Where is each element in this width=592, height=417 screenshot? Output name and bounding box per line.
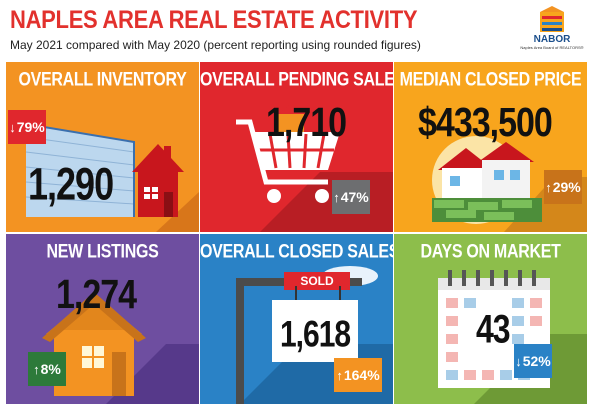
tile-overall-inventory: OVERALL INVENTORY ↓ 79% 1,290 <box>6 62 199 232</box>
change-value: 8% <box>40 361 61 377</box>
tile-title: DAYS ON MARKET <box>420 242 561 263</box>
tile-median-closed-price: MEDIAN CLOSED PRICE $433,500 ↑ 29% <box>394 62 587 232</box>
change-badge: ↑ 47% <box>332 180 370 214</box>
change-value: 79% <box>16 119 45 135</box>
sold-label: SOLD <box>300 274 334 288</box>
house-money-icon <box>432 136 587 232</box>
inventory-house-icon <box>25 123 199 232</box>
stat-value: 1,274 <box>56 272 137 318</box>
tile-new-listings: NEW LISTINGS 1,274 ↑ 8% <box>6 234 199 404</box>
tile-overall-closed-sales: SOLD OVERALL CLOSED SALES 1,618 ↑ 164% <box>200 234 393 404</box>
new-house-icon <box>42 292 199 404</box>
change-badge: ↑ 8% <box>28 352 66 386</box>
stat-value: 1,710 <box>266 100 347 146</box>
tile-title: NEW LISTINGS <box>46 242 159 263</box>
change-value: 52% <box>522 353 551 369</box>
change-value: 164% <box>343 367 380 383</box>
change-value: 47% <box>340 189 369 205</box>
logo-subtext: Naples Area Board of REALTORS® <box>520 45 584 50</box>
change-value: 29% <box>552 179 581 195</box>
tile-title: OVERALL CLOSED SALES <box>200 242 393 263</box>
logo-text: NABOR <box>533 34 571 45</box>
page-subtitle: May 2021 compared with May 2020 (percent… <box>10 38 421 52</box>
change-badge: ↑ 29% <box>544 170 582 204</box>
page-title: NAPLES AREA REAL ESTATE ACTIVITY <box>10 5 418 34</box>
tile-days-on-market: DAYS ON MARKET 43 ↓ 52% <box>394 234 587 404</box>
arrow-up-icon: ↑ <box>33 361 40 377</box>
change-badge: ↓ 79% <box>8 110 46 144</box>
nabor-logo: NABOR Naples Area Board of REALTORS® <box>520 6 584 54</box>
change-badge: ↓ 52% <box>514 344 552 378</box>
stat-value: 1,618 <box>280 314 351 356</box>
tile-title: OVERALL PENDING SALES <box>200 70 393 91</box>
sunrise-icon <box>540 6 564 32</box>
stat-value: 43 <box>476 306 511 351</box>
arrow-up-icon: ↑ <box>336 367 343 383</box>
change-badge: ↑ 164% <box>334 358 382 392</box>
arrow-down-icon: ↓ <box>9 119 16 135</box>
arrow-down-icon: ↓ <box>515 353 522 369</box>
tile-title: OVERALL INVENTORY <box>18 70 187 91</box>
tile-title: MEDIAN CLOSED PRICE <box>399 70 582 91</box>
arrow-up-icon: ↑ <box>333 189 340 205</box>
shopping-cart-icon <box>236 104 393 232</box>
stat-value: 1,290 <box>28 158 114 210</box>
stat-value: $433,500 <box>418 100 553 146</box>
arrow-up-icon: ↑ <box>545 179 552 195</box>
tile-overall-pending-sales: OVERALL PENDING SALES 1,710 ↑ 47% <box>200 62 393 232</box>
